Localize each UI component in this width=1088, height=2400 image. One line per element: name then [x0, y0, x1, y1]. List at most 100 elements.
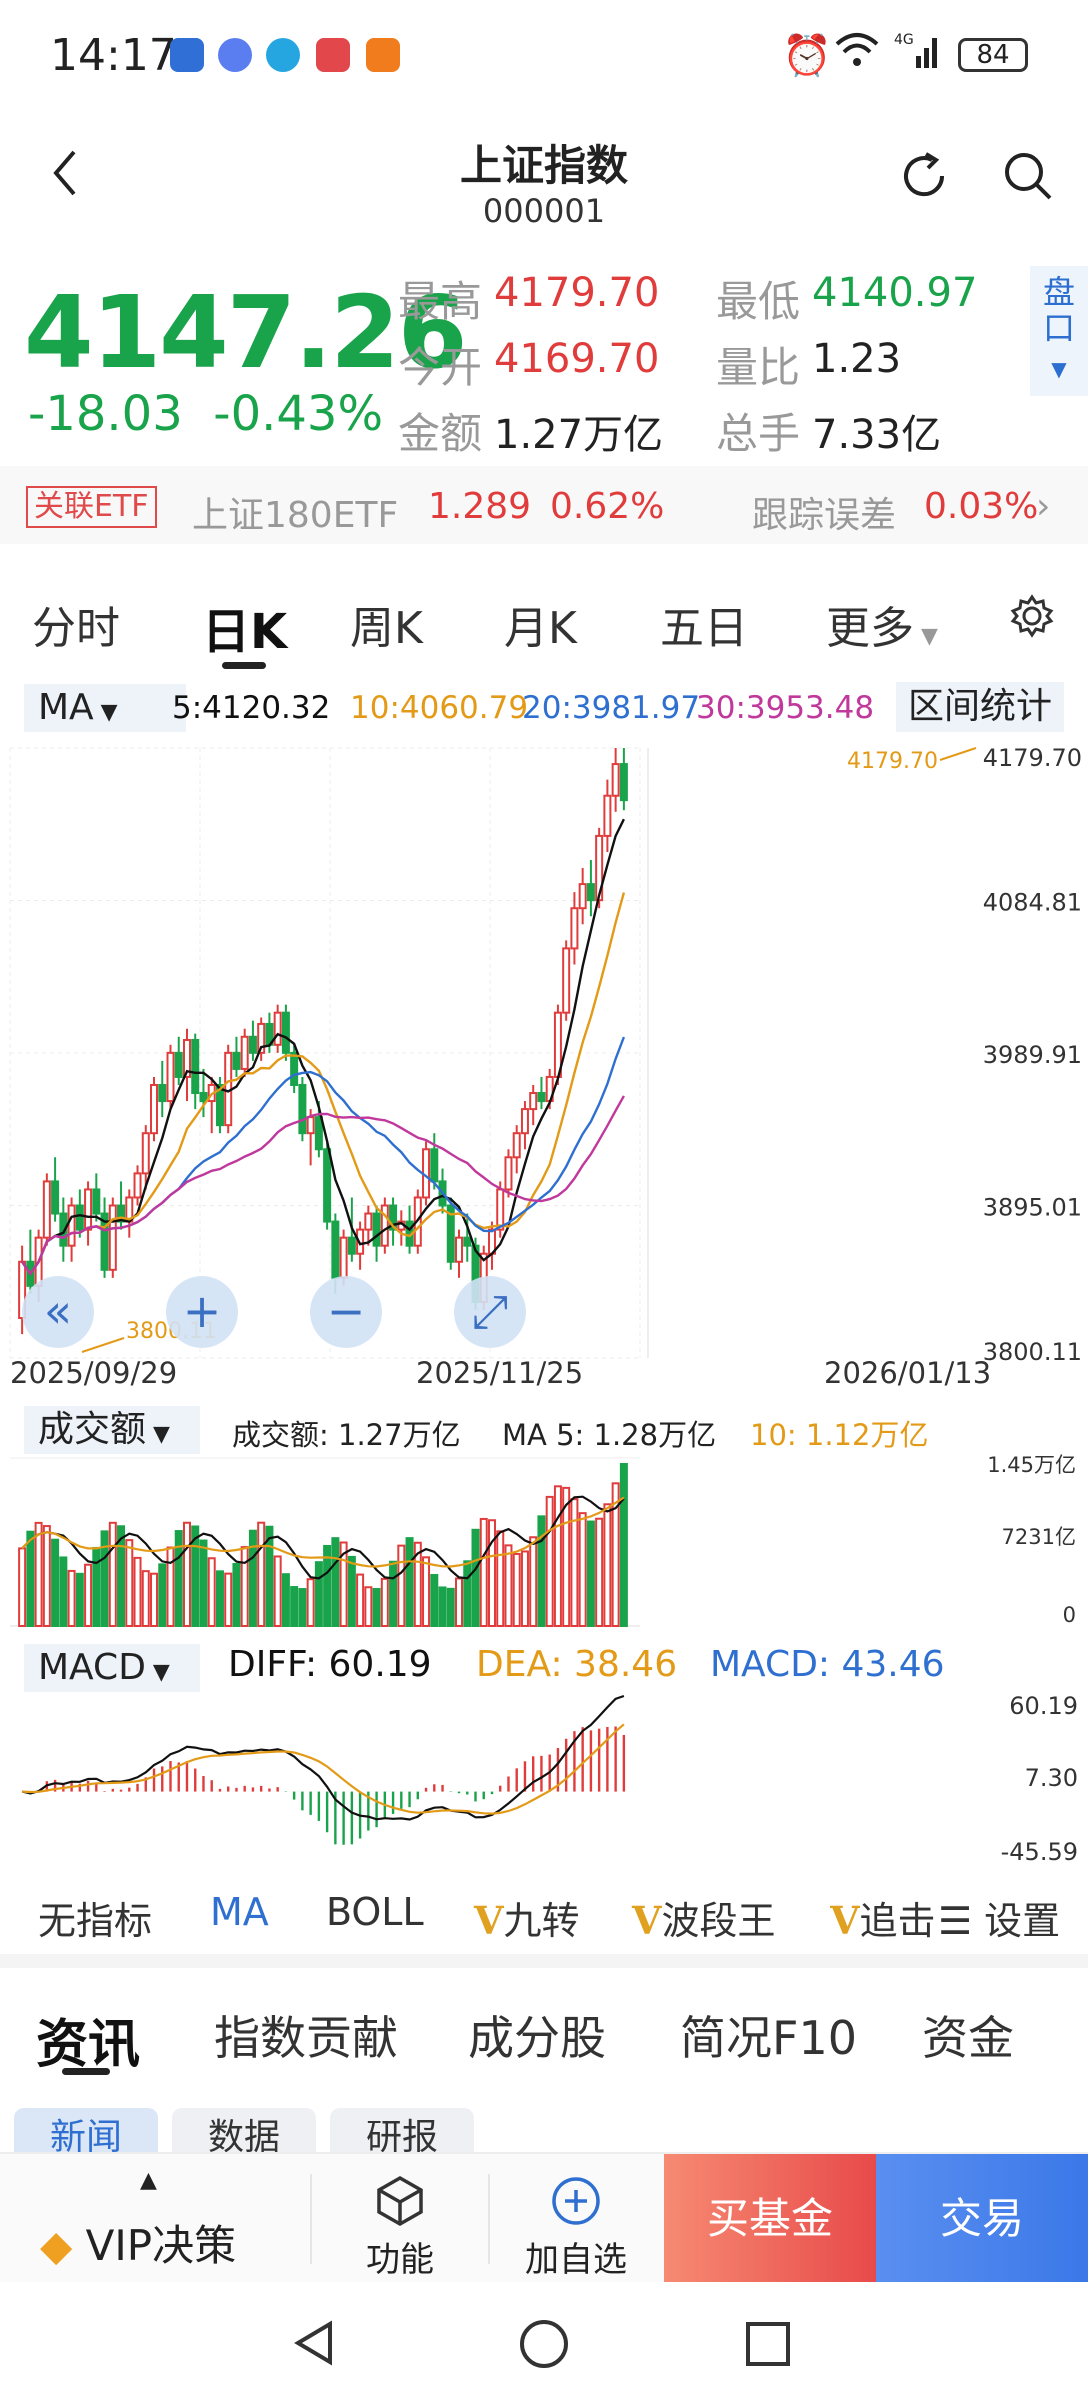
scroll-left-icon[interactable]: « — [22, 1276, 94, 1348]
back-icon[interactable] — [50, 148, 80, 202]
volume-bar — [323, 1544, 332, 1627]
macd-chart[interactable]: 60.19 7.30 -45.59 — [0, 1690, 1088, 1870]
candle-body — [298, 1083, 307, 1135]
macd-selector-label: MACD — [38, 1647, 146, 1688]
tab-monthly-k[interactable]: 月K — [504, 603, 577, 654]
macd-y-tick: 60.19 — [1009, 1692, 1078, 1720]
list-settings-icon: ☰ — [938, 1899, 985, 1943]
candle-body — [347, 1236, 356, 1255]
volume-bar — [562, 1486, 571, 1627]
trade-button[interactable]: 交易 — [876, 2154, 1088, 2284]
indicator-zhuiji[interactable]: V追击 — [830, 1890, 938, 1945]
tab-five-day[interactable]: 五日 — [660, 603, 748, 654]
x-tick-mid: 2025/11/25 — [416, 1356, 584, 1390]
status-bar: 14:17 ⏰ 4G 84 — [0, 0, 1088, 112]
macd-selector[interactable]: MACD ▼ — [24, 1644, 200, 1692]
zoom-out-icon[interactable]: − — [310, 1276, 382, 1348]
volume-y-tick: 0 — [1063, 1603, 1076, 1627]
volume-bar — [595, 1517, 604, 1627]
candle-body — [455, 1236, 464, 1263]
macd-dea-line — [22, 1723, 625, 1815]
indicator-boduanwang[interactable]: V波段王 — [632, 1890, 776, 1945]
tab-news-info[interactable]: 资讯 — [36, 2015, 141, 2075]
nav-recents-icon[interactable] — [744, 2320, 792, 2372]
status-time: 14:17 — [50, 30, 177, 81]
indicator-none[interactable]: 无指标 — [38, 1899, 153, 1943]
function-button[interactable]: 功能 — [330, 2174, 470, 2281]
tab-weekly-k[interactable]: 周K — [350, 603, 423, 654]
volume-bar — [150, 1572, 159, 1627]
volume-label: 成交额: — [232, 1418, 329, 1452]
etf-pct: 0.62% — [550, 486, 665, 527]
tab-capital[interactable]: 资金 — [922, 2011, 1014, 2065]
volume-ma10: 10: 1.12万亿 — [750, 1418, 929, 1452]
caret-down-icon: ▼ — [145, 1660, 170, 1685]
nav-home-icon[interactable] — [518, 2318, 570, 2374]
buy-fund-button[interactable]: 买基金 — [664, 2154, 876, 2284]
volume-bar — [356, 1573, 365, 1628]
volume-bar — [26, 1530, 35, 1627]
add-watchlist-button[interactable]: 加自选 — [506, 2174, 646, 2281]
refresh-icon[interactable] — [896, 148, 952, 208]
v-badge-icon: V — [632, 1898, 662, 1943]
volume-selector-label: 成交额 — [38, 1409, 147, 1450]
nav-back-icon[interactable] — [290, 2318, 340, 2372]
tracking-value: 0.03% — [924, 486, 1039, 527]
pankou-button[interactable]: 盘口 ▼ — [1030, 266, 1088, 396]
ma30-line — [21, 1095, 625, 1276]
gear-icon[interactable] — [1010, 594, 1054, 642]
volume-bar — [224, 1572, 233, 1627]
volume-bar — [397, 1544, 406, 1627]
volume-bar — [298, 1588, 307, 1628]
bottom-action-bar: ▲ ◆ VIP决策 功能 加自选 买基金 交易 — [0, 2152, 1088, 2284]
candle-body — [92, 1188, 101, 1215]
low-label: 最低 — [716, 277, 801, 326]
indicator-boll[interactable]: BOLL — [326, 1890, 424, 1934]
fullscreen-icon[interactable]: ⤢ — [454, 1276, 526, 1348]
volume-bar — [257, 1521, 266, 1627]
indicator-ma[interactable]: MA — [210, 1890, 269, 1934]
volume-bar — [487, 1519, 496, 1627]
header: 上证指数 000001 — [0, 112, 1088, 242]
volume-bar — [529, 1536, 538, 1627]
volume-bar — [380, 1577, 389, 1627]
ma-selector[interactable]: MA ▼ — [24, 684, 186, 732]
volume-bar — [141, 1570, 150, 1627]
vip-button[interactable]: ◆ VIP决策 — [40, 2212, 320, 2273]
volume-bar — [265, 1525, 274, 1627]
tab-intraday[interactable]: 分时 — [32, 603, 120, 654]
related-etf-row[interactable]: 关联ETF 上证180ETF 1.289 0.62% 跟踪误差 0.03% › — [0, 466, 1088, 544]
tab-daily-k[interactable]: 日K — [202, 604, 288, 660]
search-icon[interactable] — [1000, 148, 1056, 208]
candle-body — [273, 1011, 282, 1046]
candle-body — [232, 1051, 241, 1070]
volume-bar — [158, 1563, 167, 1628]
system-nav-bar — [0, 2282, 1088, 2400]
zoom-in-icon[interactable]: + — [166, 1276, 238, 1348]
indicator-settings[interactable]: ☰ 设置 — [934, 1890, 1061, 1945]
volume-bar — [570, 1498, 579, 1627]
candle-body — [240, 1035, 249, 1070]
volume-selector[interactable]: 成交额 ▼ — [24, 1406, 200, 1454]
high-label: 最高 — [398, 277, 483, 326]
volume-bar — [117, 1525, 126, 1627]
candle-body — [59, 1212, 68, 1247]
candle-body — [331, 1220, 340, 1279]
cube-icon — [377, 2175, 423, 2227]
range-stats-button[interactable]: 区间统计 — [896, 682, 1064, 732]
tab-f10[interactable]: 简况F10 — [680, 2011, 857, 2065]
volume-chart[interactable]: 1.45万亿 7231亿 0 — [0, 1450, 1088, 1630]
candle-body — [166, 1051, 175, 1103]
volume-ma10-line — [21, 1496, 625, 1568]
indicator-jiuzhuan[interactable]: V九转 — [474, 1890, 580, 1945]
candle-body — [150, 1083, 159, 1135]
ma-selector-label: MA — [38, 687, 94, 728]
macd-header: MACD ▼ DIFF: 60.19 DEA: 38.46 MACD: 43.4… — [0, 1636, 1088, 1692]
volume-ma5: MA 5: 1.28万亿 — [502, 1418, 717, 1452]
tab-more[interactable]: 更多 ▼ — [826, 592, 938, 656]
tab-constituents[interactable]: 成分股 — [468, 2011, 606, 2065]
tab-index-contribution[interactable]: 指数贡献 — [214, 2011, 398, 2065]
volume-bar — [34, 1521, 43, 1627]
macd-value: MACD: 43.46 — [710, 1644, 945, 1685]
kline-chart[interactable]: 4179.70 4084.81 3989.91 3895.01 3800.11 4179.… — [0, 740, 1088, 1390]
